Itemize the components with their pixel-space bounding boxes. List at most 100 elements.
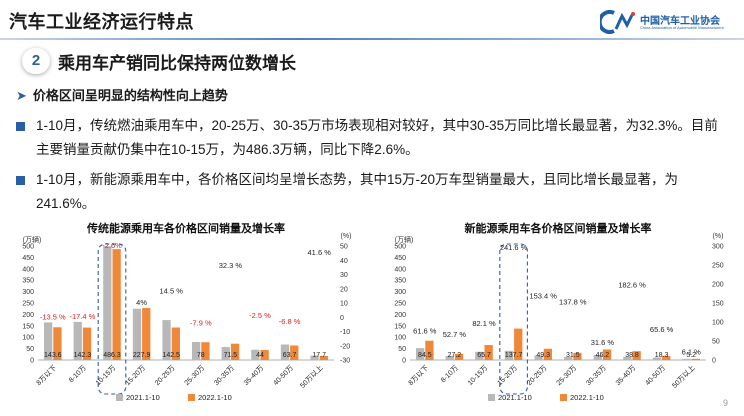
x-tick-label: 10-15万 bbox=[94, 364, 117, 387]
sub-bullet: ➤ 价格区间呈明显的结构性向上趋势 bbox=[16, 85, 228, 104]
bar-2022 bbox=[484, 345, 493, 360]
square-bullet-icon bbox=[16, 176, 25, 185]
x-tick-label: 8万以下 bbox=[35, 364, 58, 387]
growth-rate-label: 82.1 % bbox=[472, 319, 496, 328]
arrow-bullet-icon: ➤ bbox=[16, 88, 27, 103]
x-tick-label: 8万以下 bbox=[407, 364, 430, 387]
chart-nev-svg: 新能源乘用车各价格区间销量及增长率 (万辆) (%) 0 50 100 150 200 250 3… bbox=[394, 221, 724, 402]
y-tick-label-right: 250 bbox=[712, 263, 724, 270]
bar-value-label: 137.7 bbox=[505, 352, 523, 359]
square-bullet-icon bbox=[16, 122, 25, 131]
x-tick-label: 40-50万 bbox=[272, 364, 295, 387]
growth-rate-label: -2.5 % bbox=[249, 311, 271, 320]
bar-2021 bbox=[162, 320, 171, 360]
bar-value-label: 227.9 bbox=[133, 352, 151, 359]
bar-value-label: 486.3 bbox=[103, 352, 121, 359]
y-tick-label-left: 100 bbox=[22, 335, 34, 342]
bar-2022 bbox=[201, 342, 210, 360]
y-tick-label-left: 500 bbox=[22, 244, 34, 251]
y-tick-label-left: 200 bbox=[394, 312, 406, 319]
y-tick-label-left: 250 bbox=[22, 301, 34, 308]
y-tick-label-right: -10 bbox=[340, 329, 350, 336]
y-tick-label-left: 0 bbox=[30, 358, 34, 365]
bar-2021 bbox=[73, 321, 82, 360]
bar-2022 bbox=[260, 349, 269, 360]
y-axis-unit-left: (万辆) bbox=[395, 235, 414, 244]
bar-2021 bbox=[416, 348, 425, 360]
bar-2022 bbox=[112, 249, 121, 360]
y-tick-label-left: 50 bbox=[398, 346, 406, 353]
x-tick-label: 20-25万 bbox=[153, 364, 176, 387]
bar-value-label: 63.7 bbox=[283, 352, 297, 359]
growth-rate-label: 61.6 % bbox=[413, 327, 437, 336]
legend-swatch-2022 bbox=[188, 394, 195, 401]
bar-value-label: 84.5 bbox=[418, 352, 432, 359]
bar-2021 bbox=[475, 351, 484, 360]
x-tick-label: 35-40万 bbox=[242, 364, 265, 387]
bar-value-label: 18.3 bbox=[655, 352, 669, 359]
growth-rate-label: 137.8 % bbox=[559, 298, 587, 307]
legend-swatch-2021 bbox=[488, 394, 495, 401]
y-tick-label-right: 20 bbox=[340, 286, 348, 293]
y-tick-label-right: 30 bbox=[340, 272, 348, 279]
bar-2021 bbox=[534, 355, 543, 360]
y-tick-label-right: -30 bbox=[340, 358, 350, 365]
y-tick-label-right: 50 bbox=[712, 339, 720, 346]
bar-value-label: 65.7 bbox=[477, 352, 491, 359]
growth-rate-label: 241.6 % bbox=[500, 243, 528, 252]
bar-2021 bbox=[251, 349, 260, 360]
y-tick-label-right: 100 bbox=[712, 320, 724, 327]
x-tick-label: 30-35万 bbox=[585, 364, 608, 387]
page-title: 汽车工业经济运行特点 bbox=[9, 12, 194, 32]
bar-2022 bbox=[53, 327, 62, 360]
y-tick-label-right: 10 bbox=[340, 301, 348, 308]
growth-rate-label: 32.3 % bbox=[219, 261, 243, 270]
bar-value-label: 49.3 bbox=[536, 352, 550, 359]
bar-2022 bbox=[319, 355, 328, 360]
x-tick-label: 25-30万 bbox=[555, 364, 578, 387]
logo-text-en: China Association of Automobile Manufact… bbox=[640, 25, 724, 30]
bar-value-label: 142.5 bbox=[162, 352, 180, 359]
y-tick-label-left: 400 bbox=[394, 266, 406, 273]
bar-2021 bbox=[132, 308, 142, 360]
x-tick-label: 8-10万 bbox=[439, 364, 460, 385]
bar-2022 bbox=[691, 358, 700, 360]
title-divider bbox=[0, 38, 744, 40]
bar-2022 bbox=[82, 327, 92, 360]
bar-2021 bbox=[310, 355, 319, 360]
chart-traditional: 传统能源乘用车各价格区间销量及增长率 (万辆) (%) 0 50 100 150 200 250… bbox=[0, 218, 372, 408]
growth-rate-label: 182.6 % bbox=[618, 281, 646, 290]
chart-title: 传统能源乘用车各价格区间销量及增长率 bbox=[86, 221, 285, 235]
x-tick-label: 50万以上 bbox=[298, 363, 325, 390]
y-tick-label-left: 500 bbox=[394, 244, 406, 251]
bar-2021 bbox=[564, 357, 573, 360]
x-tick-label: 10-15万 bbox=[466, 364, 489, 387]
y-tick-label-left: 300 bbox=[394, 289, 406, 296]
sub-bullet-text: 价格区间呈明显的结构性向上趋势 bbox=[32, 88, 228, 103]
growth-rate-label: -13.5 % bbox=[40, 312, 66, 321]
x-tick-label: 15-20万 bbox=[496, 364, 519, 387]
y-tick-label-left: 250 bbox=[394, 301, 406, 308]
title-bar: 汽车工业经济运行特点 中国汽车工业协会 China Association of… bbox=[0, 0, 744, 40]
legend-label-2021: 2021.1-10 bbox=[498, 393, 532, 402]
paragraph-1: 1-10月，传统燃油乘用车中，20-25万、30-35万市场表现相对较好，其中3… bbox=[16, 114, 726, 162]
section-heading: 乘用车产销同比保持两位数增长 bbox=[58, 54, 296, 73]
paragraph-2-text: 1-10月，新能源乘用车中，各价格区间均呈增长态势，其中15万-20万车型销量最… bbox=[36, 172, 679, 211]
chart-title: 新能源乘用车各价格区间销量及增长率 bbox=[465, 221, 652, 235]
growth-rate-label: 41.6 % bbox=[308, 248, 332, 257]
bar-value-label: 71.5 bbox=[224, 352, 238, 359]
bar-2021 bbox=[682, 358, 691, 360]
legend-label-2022: 2022.1-10 bbox=[198, 393, 232, 402]
y-tick-label-right: -20 bbox=[340, 343, 350, 350]
paragraph-2: 1-10月，新能源乘用车中，各价格区间均呈增长态势，其中15万-20万车型销量最… bbox=[16, 168, 726, 216]
bar-2022 bbox=[573, 352, 582, 360]
y-tick-label-left: 150 bbox=[394, 323, 406, 330]
bar-2021 bbox=[44, 322, 53, 360]
x-tick-label: 50万以上 bbox=[670, 363, 697, 390]
growth-rate-label: 52.7 % bbox=[443, 330, 467, 339]
y-tick-label-left: 350 bbox=[22, 278, 34, 285]
bar-value-label: 5.2 bbox=[686, 352, 696, 359]
y-tick-label-left: 400 bbox=[22, 266, 34, 273]
bar-2022 bbox=[425, 340, 434, 360]
highlight-box bbox=[97, 243, 127, 395]
